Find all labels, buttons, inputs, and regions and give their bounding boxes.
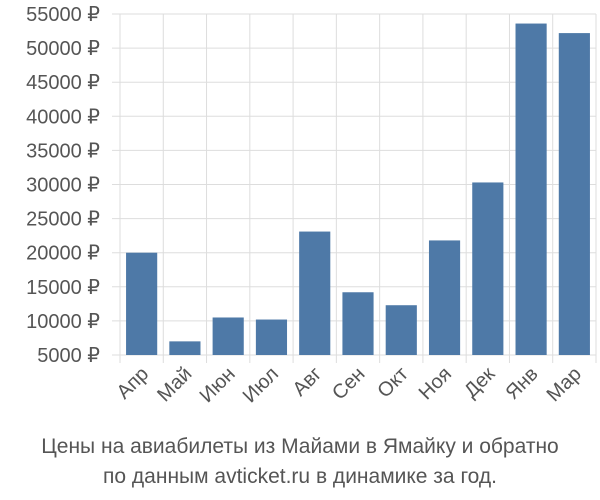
- gridlines: [112, 13, 597, 363]
- chart-caption-line-2: по данным avticket.ru в динамике за год.: [103, 465, 497, 488]
- y-tick-label: 50000 ₽: [26, 38, 100, 60]
- x-axis-ticks: Апр Май Июн Июл Авг Сен Окт Ноя Дек Янв Мар: [113, 363, 586, 407]
- chart-caption-line-1: Цены на авиабилеты из Майами в Ямайку и …: [41, 435, 559, 458]
- y-tick-label: 45000 ₽: [26, 72, 100, 94]
- bar-9: [472, 182, 504, 355]
- bar-8: [428, 240, 461, 355]
- x-tick-label: Мар: [543, 363, 586, 406]
- bar-11: [558, 33, 590, 355]
- bar-7: [385, 305, 417, 355]
- bars: [126, 23, 590, 355]
- y-tick-label: 35000 ₽: [26, 140, 100, 162]
- x-tick-label: Июл: [239, 363, 283, 407]
- y-tick-label: 40000 ₽: [26, 106, 100, 128]
- y-tick-label: 55000 ₽: [26, 4, 100, 26]
- bar-5: [299, 231, 331, 355]
- y-tick-label: 30000 ₽: [26, 175, 100, 197]
- bar-1: [126, 252, 158, 355]
- bar-6: [342, 292, 374, 355]
- y-tick-label: 10000 ₽: [26, 311, 100, 333]
- y-tick-label: 15000 ₽: [26, 277, 100, 299]
- x-tick-label: Авг: [289, 363, 327, 401]
- x-tick-label: Дек: [460, 363, 499, 402]
- bar-2: [169, 341, 201, 355]
- x-tick-label: Июн: [196, 363, 240, 407]
- y-tick-label: 20000 ₽: [26, 243, 100, 265]
- y-axis-ticks: 5000 ₽ 10000 ₽ 15000 ₽ 20000 ₽ 25000 ₽ 30000 …: [26, 4, 100, 367]
- bar-4: [255, 319, 288, 355]
- x-tick-label: Май: [153, 363, 196, 406]
- x-tick-label: Апр: [113, 363, 154, 404]
- x-tick-label: Сен: [328, 363, 369, 404]
- x-tick-label: Окт: [373, 363, 412, 402]
- bar-10: [515, 23, 547, 355]
- x-tick-label: Ноя: [415, 363, 456, 404]
- y-tick-label: 5000 ₽: [37, 345, 100, 367]
- bar-3: [212, 317, 244, 355]
- x-tick-label: Янв: [502, 363, 543, 404]
- y-tick-label: 25000 ₽: [26, 209, 100, 231]
